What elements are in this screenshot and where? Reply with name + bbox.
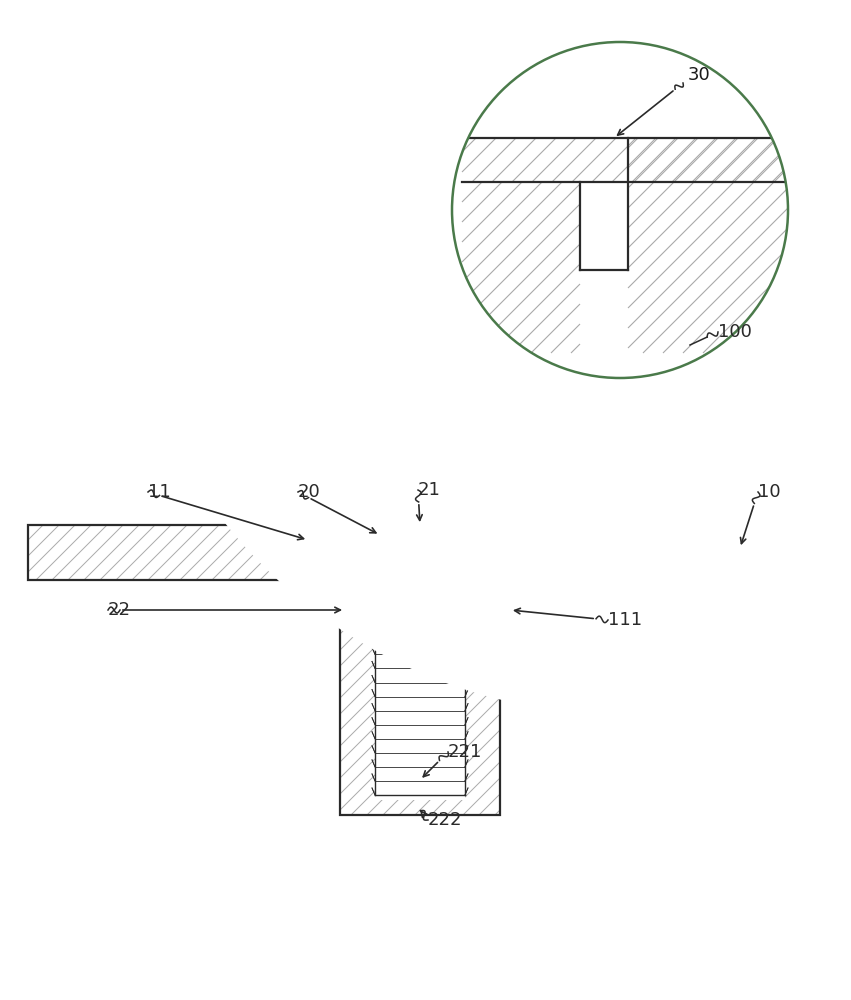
Polygon shape: [375, 538, 465, 570]
Polygon shape: [116, 0, 851, 714]
Text: 22: 22: [108, 601, 131, 619]
Text: 30: 30: [688, 66, 711, 84]
Text: 111: 111: [608, 611, 643, 629]
Text: 100: 100: [718, 323, 752, 341]
Polygon shape: [28, 525, 285, 580]
Text: 20: 20: [298, 483, 321, 501]
Polygon shape: [555, 525, 823, 580]
Text: 221: 221: [448, 743, 483, 761]
Circle shape: [452, 42, 788, 378]
Polygon shape: [285, 525, 340, 552]
Polygon shape: [500, 525, 555, 552]
Polygon shape: [462, 182, 580, 353]
Text: 21: 21: [418, 481, 441, 499]
Polygon shape: [375, 538, 465, 800]
Polygon shape: [462, 138, 788, 182]
Polygon shape: [340, 580, 500, 815]
Text: 10: 10: [758, 483, 780, 501]
Text: 11: 11: [148, 483, 171, 501]
Text: 222: 222: [428, 811, 462, 829]
Polygon shape: [340, 525, 500, 580]
Polygon shape: [628, 138, 788, 353]
